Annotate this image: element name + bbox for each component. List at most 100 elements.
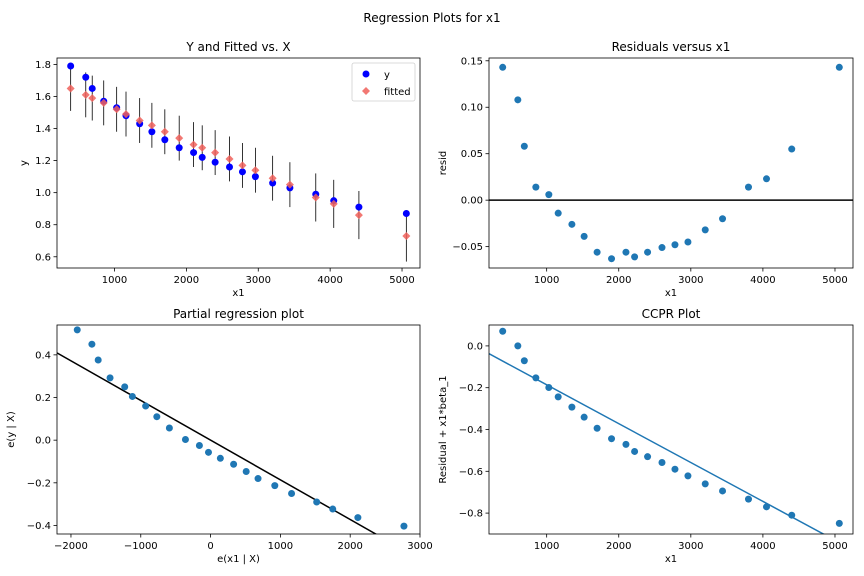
data-point [835, 63, 843, 71]
legend-fitted-marker [362, 87, 370, 95]
legend: y fitted [351, 62, 416, 102]
data-point [622, 248, 630, 256]
data-point [230, 460, 238, 468]
data-point [554, 209, 562, 217]
data-point [608, 255, 616, 263]
data-point [499, 63, 507, 71]
data-point [671, 241, 679, 249]
data-point [631, 447, 639, 455]
y-tick-label: −0.2 [459, 383, 483, 394]
y-point [402, 209, 410, 217]
fit-line [489, 353, 825, 534]
x-tick-label: 1000 [268, 541, 293, 552]
data-point [514, 96, 522, 104]
data-point [271, 482, 279, 490]
data-point [195, 441, 203, 449]
y-tick-label: −0.6 [459, 467, 483, 478]
data-point [835, 519, 843, 527]
y-axis-label: e(y | X) [6, 411, 17, 448]
y-point [269, 179, 277, 187]
y-point [67, 62, 75, 70]
data-point [88, 340, 96, 348]
panel-ccpr: CCPR Plot 1000 2000 3000 4000 5000 −0.8 −0.6 −0.… [438, 307, 854, 565]
data-point [658, 459, 666, 467]
x-tick-label: 3000 [678, 541, 703, 552]
plot-area [66, 62, 411, 262]
fitted-point [225, 154, 234, 163]
y-tick-label: 0.8 [35, 220, 51, 231]
y-tick-label: 1.0 [35, 188, 51, 199]
data-point [545, 191, 553, 199]
fitted-point [88, 94, 97, 103]
y-point [355, 203, 363, 211]
data-point [684, 472, 692, 480]
fitted-point [238, 161, 247, 170]
x-axis-label: x1 [665, 554, 677, 565]
data-point [719, 215, 727, 223]
x-tick-label: 3000 [246, 275, 271, 286]
panel-partial: Partial regression plot −2000 −1000 0 1000 20… [6, 307, 433, 565]
axes-frame [488, 57, 854, 269]
data-point [106, 374, 114, 382]
y-tick-label: 1.4 [35, 124, 51, 135]
x-tick-label: 1000 [102, 275, 127, 286]
fitted-point [402, 231, 411, 240]
x-tick-label: 5000 [822, 275, 847, 286]
data-point [181, 436, 189, 444]
y-tick-label: 0.4 [35, 350, 51, 361]
y-point [175, 144, 183, 152]
x-tick-label: 4000 [317, 275, 342, 286]
data-point [744, 495, 752, 503]
y-tick-label: 0.6 [35, 252, 51, 263]
y-axis-label: Residual + x1*beta_1 [438, 375, 449, 483]
data-point [216, 454, 224, 462]
data-point [763, 175, 771, 183]
y-tick-label: −0.8 [459, 509, 483, 520]
fitted-point [81, 90, 90, 99]
fitted-point [160, 127, 169, 136]
data-point [593, 248, 601, 256]
y-point [198, 153, 206, 161]
panel-title: Y and Fitted vs. X [185, 40, 290, 54]
axes-frame [56, 57, 421, 269]
y-point [161, 136, 169, 144]
fitted-point [354, 211, 363, 220]
x-tick-label: 4000 [750, 275, 775, 286]
fitted-point [311, 193, 320, 202]
data-point [701, 480, 709, 488]
y-tick-label: 0.00 [461, 196, 483, 207]
fitted-point [189, 140, 198, 149]
data-point [532, 374, 540, 382]
x-tick-label: 4000 [750, 541, 775, 552]
plot-area [489, 63, 853, 263]
data-point [568, 220, 576, 228]
fitted-point [211, 148, 220, 157]
data-point [701, 226, 709, 234]
plot-area [57, 326, 408, 534]
y-point [88, 84, 96, 92]
y-point [211, 158, 219, 166]
x-tick-label: −1000 [124, 541, 158, 552]
data-point [329, 505, 337, 513]
y-point [251, 173, 259, 181]
fitted-point [198, 143, 207, 152]
data-point [142, 402, 150, 410]
data-point [520, 142, 528, 150]
data-point [532, 183, 540, 191]
panel-title: Residuals versus x1 [612, 40, 731, 54]
data-point [165, 424, 173, 432]
x-tick-label: 2000 [606, 275, 631, 286]
data-point [788, 145, 796, 153]
x-tick-label: 3000 [678, 275, 703, 286]
y-tick-label: 0.10 [461, 103, 483, 114]
y-tick-label: 1.8 [35, 60, 51, 71]
data-point [554, 393, 562, 401]
data-point [254, 475, 262, 483]
y-tick-label: 1.6 [35, 92, 51, 103]
x-axis-label: e(x1 | X) [217, 554, 260, 565]
x-tick-label: 3000 [407, 541, 432, 552]
data-point [631, 253, 639, 261]
data-point [354, 514, 362, 522]
data-point [545, 383, 553, 391]
